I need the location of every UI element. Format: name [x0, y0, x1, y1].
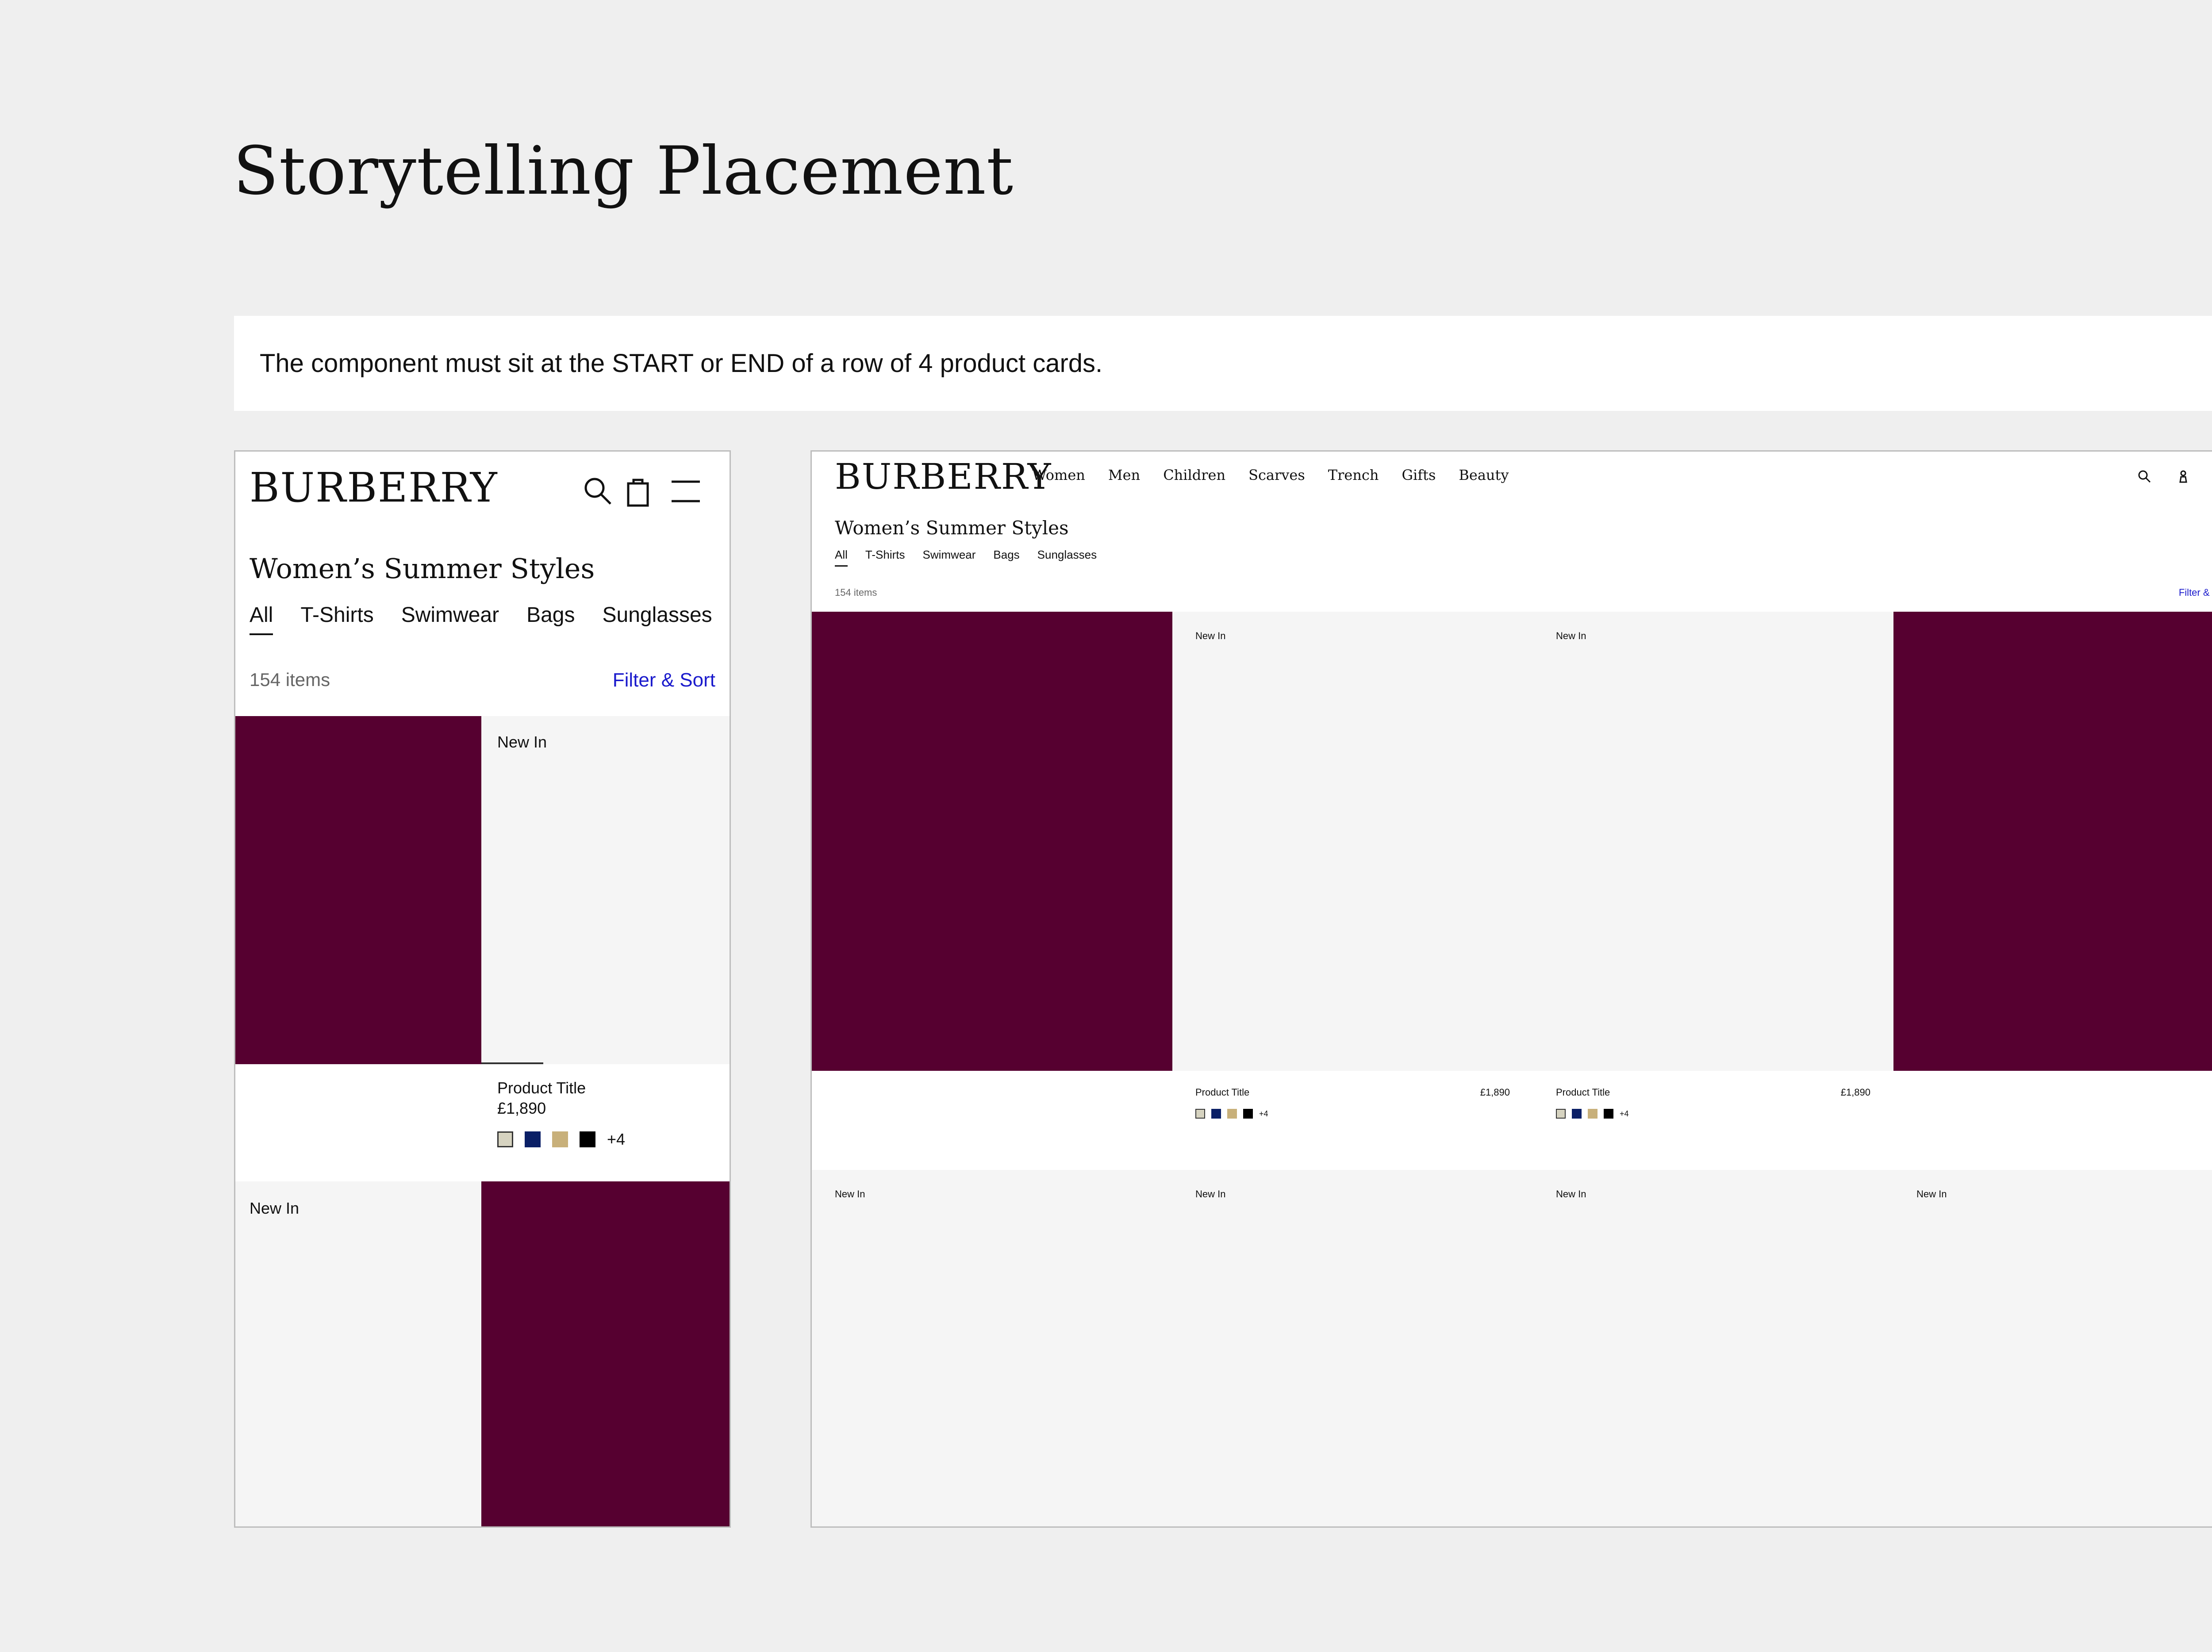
category-tabs: All T-Shirts Swimwear Bags Sunglasses: [250, 603, 712, 635]
swatch-navy[interactable]: [1211, 1109, 1221, 1119]
new-in-badge: New In: [250, 1199, 300, 1217]
search-icon[interactable]: [580, 474, 616, 509]
bag-icon[interactable]: [621, 474, 657, 509]
item-count: 154 items: [835, 587, 877, 598]
new-in-badge: New In: [1195, 1188, 1226, 1200]
tab-swimwear[interactable]: Swimwear: [922, 548, 976, 561]
storytelling-block[interactable]: [235, 716, 481, 1064]
rule-text: The component must sit at the START or E…: [260, 349, 1103, 378]
swatch-black[interactable]: [1243, 1109, 1253, 1119]
tab-swimwear[interactable]: Swimwear: [401, 603, 499, 627]
product-title[interactable]: Product Title: [1556, 1087, 1610, 1098]
new-in-badge: New In: [1195, 630, 1226, 641]
nav-trench[interactable]: Trench: [1328, 467, 1379, 483]
new-in-badge: New In: [1556, 1188, 1586, 1200]
swatch-camel[interactable]: [1588, 1109, 1598, 1119]
product-card-image[interactable]: New In: [1172, 612, 1533, 1071]
swatch-black[interactable]: [1604, 1109, 1613, 1119]
color-swatches: +4: [1556, 1109, 1870, 1119]
product-title[interactable]: Product Title: [1195, 1087, 1250, 1098]
product-price: £1,890: [1840, 1087, 1870, 1098]
storytelling-block[interactable]: [1893, 612, 2212, 1071]
product-title[interactable]: Product Title: [497, 1079, 586, 1097]
nav-women[interactable]: Women: [1032, 467, 1085, 483]
desktop-frame: BURBERRY Women Men Children Scarves Tren…: [810, 450, 2212, 1528]
account-icon[interactable]: [2175, 468, 2191, 484]
nav-men[interactable]: Men: [1108, 467, 1141, 483]
main-nav: Women Men Children Scarves Trench Gifts …: [1032, 467, 1509, 483]
page-title: Storytelling Placement: [233, 133, 1014, 210]
item-count: 154 items: [250, 669, 330, 690]
more-colors-count: +4: [1259, 1109, 1268, 1118]
category-title: Women’s Summer Styles: [250, 552, 595, 585]
category-title: Women’s Summer Styles: [835, 517, 1069, 539]
tab-bags[interactable]: Bags: [993, 548, 1020, 561]
swatch-beige[interactable]: [497, 1131, 513, 1147]
nav-children[interactable]: Children: [1163, 467, 1226, 483]
new-in-badge: New In: [1916, 1188, 1947, 1200]
menu-icon[interactable]: [668, 474, 703, 509]
swatch-black[interactable]: [580, 1131, 595, 1147]
swatch-beige[interactable]: [1556, 1109, 1566, 1119]
new-in-badge: New In: [497, 733, 547, 751]
product-card-info[interactable]: Product Title £1,890 +4: [497, 1079, 625, 1149]
nav-scarves[interactable]: Scarves: [1248, 467, 1305, 483]
new-in-badge: New In: [1556, 630, 1586, 641]
tab-bags[interactable]: Bags: [526, 603, 575, 627]
product-price: £1,890: [497, 1099, 546, 1117]
product-price: £1,890: [1480, 1087, 1510, 1098]
storytelling-block[interactable]: [481, 1181, 730, 1526]
rule-callout: The component must sit at the START or E…: [234, 316, 2212, 411]
color-swatches: +4: [1195, 1109, 1510, 1119]
product-card-info[interactable]: Product Title £1,890 +4: [1556, 1087, 1870, 1119]
more-colors-count: +4: [1620, 1109, 1629, 1118]
swatch-camel[interactable]: [552, 1131, 568, 1147]
logo[interactable]: BURBERRY: [250, 464, 498, 511]
tab-all[interactable]: All: [250, 603, 273, 635]
more-colors-count: +4: [607, 1130, 626, 1148]
product-card-image[interactable]: New In: [1533, 612, 1893, 1071]
storytelling-block[interactable]: [812, 612, 1172, 1071]
search-icon[interactable]: [2136, 468, 2152, 484]
product-card-image[interactable]: New In: [481, 716, 730, 1064]
nav-beauty[interactable]: Beauty: [1459, 467, 1509, 483]
tab-t-shirts[interactable]: T-Shirts: [300, 603, 374, 627]
product-row: New In New In New In New In: [812, 1170, 2212, 1526]
swatch-navy[interactable]: [1572, 1109, 1582, 1119]
image-carousel-indicator: [481, 1062, 543, 1064]
color-swatches: +4: [497, 1130, 625, 1149]
category-tabs: All T-Shirts Swimwear Bags Sunglasses: [835, 548, 1097, 567]
filter-sort-link[interactable]: Filter & Sort: [612, 669, 715, 691]
tab-sunglasses[interactable]: Sunglasses: [602, 603, 712, 627]
swatch-camel[interactable]: [1227, 1109, 1237, 1119]
swatch-beige[interactable]: [1195, 1109, 1205, 1119]
tab-all[interactable]: All: [835, 548, 848, 567]
filter-sort-link[interactable]: Filter & Sort: [2178, 587, 2212, 598]
swatch-navy[interactable]: [525, 1131, 541, 1147]
tab-sunglasses[interactable]: Sunglasses: [1037, 548, 1097, 561]
product-card-info[interactable]: Product Title £1,890 +4: [1195, 1087, 1510, 1119]
mobile-frame: BURBERRY Women’s Summer Styles All T-Shi…: [234, 450, 731, 1528]
nav-gifts[interactable]: Gifts: [1402, 467, 1436, 483]
new-in-badge: New In: [835, 1188, 865, 1200]
product-card-image[interactable]: New In: [235, 1181, 481, 1526]
logo[interactable]: BURBERRY: [835, 456, 1052, 497]
tab-t-shirts[interactable]: T-Shirts: [865, 548, 905, 561]
